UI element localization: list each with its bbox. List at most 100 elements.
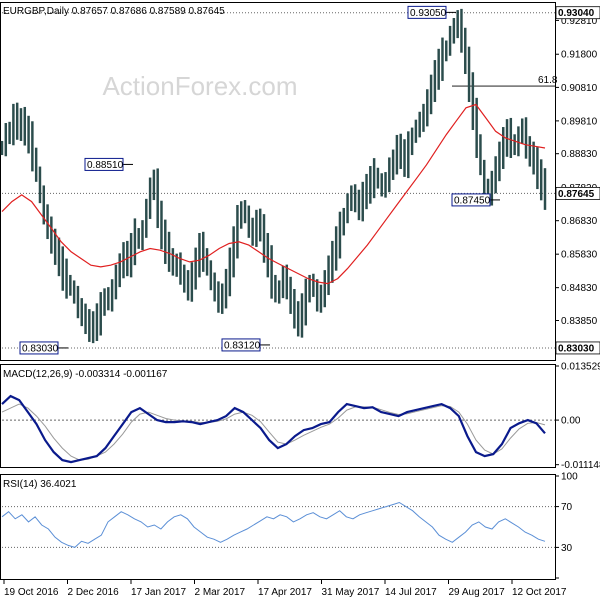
price-bar: [266, 233, 270, 278]
macd-axis: 0.013529 0.00 -0.011148: [2, 362, 600, 471]
price-bar: [213, 272, 216, 302]
price-bar: [281, 265, 285, 299]
price-bar: [528, 136, 532, 167]
price-bar: [107, 287, 110, 311]
price-bar: [175, 253, 178, 277]
price-bar: [258, 208, 262, 242]
price-bar: [498, 141, 501, 182]
price-bar: [0, 140, 4, 156]
price-bar: [369, 166, 372, 204]
price-bar: [331, 240, 334, 283]
price-bar: [23, 106, 27, 146]
x-tick-label: 31 May 2017: [322, 587, 380, 598]
swing-label-box: [19, 341, 59, 355]
sma-line: [1, 103, 546, 285]
price-annotations: 0.93050 0.88510 0.87450 0.83120 0.83030: [19, 5, 500, 355]
price-bar: [118, 253, 121, 288]
price-panel-frame: [0, 2, 556, 361]
price-bar: [342, 207, 345, 236]
price-bar: [365, 173, 368, 210]
price-bar: [50, 216, 53, 254]
price-bar: [141, 220, 144, 251]
x-tick-label: 29 Aug 2017: [449, 587, 506, 598]
level-label-box: [555, 186, 600, 200]
price-bar: [88, 309, 91, 342]
price-bar: [34, 147, 38, 182]
swing-label: 0.83120: [224, 340, 261, 351]
price-bar: [167, 231, 171, 272]
price-bar: [84, 303, 87, 335]
rsi-panel-frame: [0, 474, 556, 580]
y-tick-label: 0.90810: [561, 83, 598, 94]
price-bar: [391, 149, 395, 180]
price-bar: [137, 228, 140, 249]
price-bar: [262, 214, 266, 263]
macd-main-line: [1, 394, 546, 464]
price-bar: [376, 167, 380, 189]
y-tick-label: 0.84830: [561, 283, 598, 294]
price-bar: [517, 126, 520, 157]
price-bar: [520, 118, 524, 145]
price-bar: [183, 264, 186, 293]
price-bar: [296, 301, 300, 337]
price-bar: [536, 147, 539, 190]
price-bar: [247, 205, 251, 238]
price-bar: [289, 276, 292, 314]
x-tick-label: 17 Apr 2017: [258, 587, 312, 598]
price-bar: [53, 228, 57, 265]
price-bar: [217, 281, 220, 313]
price-bar: [186, 270, 190, 301]
price-bar: [69, 274, 72, 296]
price-bar: [543, 168, 547, 210]
price-bar: [422, 103, 425, 132]
price-bar: [437, 48, 440, 90]
fib-label: 61.8: [538, 75, 558, 86]
price-bar: [80, 298, 83, 327]
price-bar: [251, 217, 254, 246]
price-bar: [323, 270, 326, 308]
macd-y-tick-label: 0.00: [561, 416, 581, 427]
price-bar: [361, 181, 364, 222]
swing-label: 0.93050: [410, 8, 447, 19]
price-bar: [103, 288, 106, 316]
price-bar: [350, 185, 353, 212]
price-bar: [395, 134, 399, 175]
x-tick-label: 12 Oct 2017: [512, 587, 567, 598]
macd-y-tick-label: -0.011148: [561, 460, 600, 471]
swing-label: 0.88510: [87, 160, 124, 171]
price-bar: [239, 201, 243, 229]
swing-label-box: [84, 157, 124, 171]
price-bar: [315, 279, 319, 312]
rsi-line: [1, 501, 546, 548]
price-bar: [304, 278, 308, 326]
price-bar: [31, 121, 34, 172]
price-bar: [12, 103, 15, 146]
price-bar: [407, 131, 410, 179]
price-bar: [467, 46, 471, 102]
price-bar: [426, 89, 429, 127]
price-bar: [399, 133, 402, 169]
price-bar: [72, 280, 76, 304]
macd-panel-title: MACD(12,26,9) -0.003314 -0.001167: [3, 369, 168, 380]
price-bar: [179, 252, 182, 285]
price-bar: [513, 134, 516, 156]
price-bar: [145, 198, 148, 238]
price-bar: [224, 268, 228, 309]
time-axis: 19 Oct 2016 2 Dec 2016 17 Jan 2017 2 Mar 20…: [3, 580, 567, 598]
price-bar: [277, 280, 281, 304]
price-bar: [479, 134, 482, 176]
x-tick-label: 19 Oct 2016: [4, 587, 59, 598]
price-bar: [110, 279, 114, 312]
level-label-box: [555, 341, 600, 355]
y-tick-label: 0.89810: [561, 116, 598, 127]
price-bar: [524, 117, 528, 159]
price-bar: [433, 60, 437, 102]
price-bar: [57, 237, 61, 277]
price-bar: [190, 262, 194, 302]
price-bar: [441, 37, 444, 81]
price-bar: [228, 247, 232, 297]
price-bar: [460, 8, 463, 53]
price-bar: [133, 218, 137, 266]
price-bar: [501, 127, 505, 169]
